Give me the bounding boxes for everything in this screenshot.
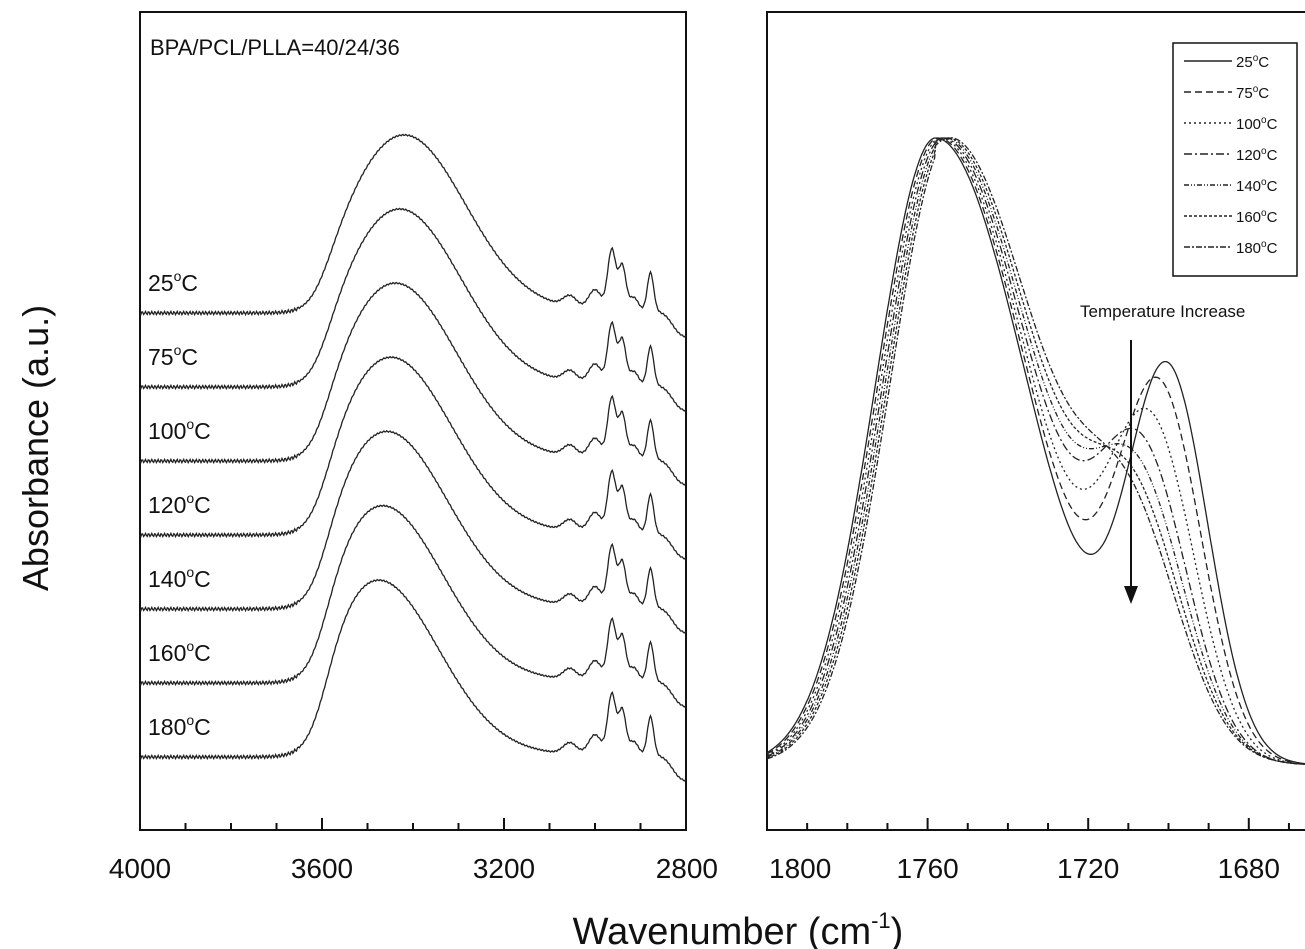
left-xtick-label: 3200 xyxy=(473,853,535,884)
left-xtick-label: 4000 xyxy=(109,853,171,884)
temperature-increase-label: Temperature Increase xyxy=(1080,302,1245,321)
curve-label-120C: 120oC xyxy=(148,490,211,518)
spectrum-120C xyxy=(139,355,687,560)
y-axis-label: Absorbance (a.u.) xyxy=(15,305,56,591)
temperature-increase-annotation: Temperature Increase xyxy=(1080,302,1245,604)
right-ticks: 1800 1760 1720 1680 xyxy=(766,818,1290,884)
right-xtick-label: 1760 xyxy=(896,853,958,884)
legend: 25oC 75oC 100oC 120oC 140oC 160oC 180oC xyxy=(1172,42,1298,277)
curve-label-25C: 25oC xyxy=(148,268,198,296)
spectrum-140C xyxy=(139,429,687,634)
temperature-arrow-head xyxy=(1124,586,1138,604)
curve-label-75C: 75oC xyxy=(148,342,198,370)
spectrum-25C xyxy=(139,133,687,338)
band-curve-75C xyxy=(766,137,1305,765)
left-xtick-label: 3600 xyxy=(291,853,353,884)
legend-label-140C: 140oC xyxy=(1236,177,1278,195)
band-curve-180C xyxy=(766,137,1305,765)
legend-label-100C: 100oC xyxy=(1236,115,1278,133)
legend-label-75C: 75oC xyxy=(1236,84,1269,102)
band-curve-25C xyxy=(766,137,1305,765)
curve-label-160C: 160oC xyxy=(148,638,211,666)
left-plot-frame xyxy=(139,11,687,831)
right-curves xyxy=(766,137,1305,765)
spectrum-180C xyxy=(139,578,687,782)
curve-label-180C: 180oC xyxy=(148,712,211,740)
legend-label-160C: 160oC xyxy=(1236,208,1278,226)
spectrum-75C xyxy=(139,207,687,412)
left-annotation: BPA/PCL/PLLA=40/24/36 xyxy=(150,35,400,60)
spectrum-160C xyxy=(139,504,687,708)
left-curves xyxy=(139,133,687,782)
left-panel: 25oC 75oC 100oC 120oC 140oC 160oC 180oC 4000 36… xyxy=(109,11,718,884)
legend-label-120C: 120oC xyxy=(1236,146,1278,164)
legend-label-25C: 25oC xyxy=(1236,53,1269,71)
right-xtick-label: 1680 xyxy=(1218,853,1280,884)
right-xtick-label: 1720 xyxy=(1057,853,1119,884)
right-panel: 1800 1760 1720 1680 25oC 75oC 100oC 120oC 140oC… xyxy=(766,11,1305,884)
right-xtick-label: 1800 xyxy=(769,853,831,884)
spectrum-100C xyxy=(139,281,687,486)
curve-label-100C: 100oC xyxy=(148,416,211,444)
left-xtick-label: 2800 xyxy=(656,853,718,884)
legend-label-180C: 180oC xyxy=(1236,239,1278,257)
left-curve-labels: 25oC 75oC 100oC 120oC 140oC 160oC 180oC xyxy=(148,268,211,740)
legend-box xyxy=(1172,42,1298,277)
band-curve-120C xyxy=(766,137,1305,765)
band-curve-160C xyxy=(766,137,1305,765)
x-axis-label: Wavenumber (cm-1) xyxy=(573,908,904,949)
band-curve-140C xyxy=(766,137,1305,765)
axis-labels: Absorbance (a.u.) Wavenumber (cm-1) xyxy=(15,305,903,949)
left-ticks: 4000 3600 3200 2800 xyxy=(109,818,718,884)
right-plot-frame xyxy=(766,11,1305,831)
curve-label-140C: 140oC xyxy=(148,564,211,592)
